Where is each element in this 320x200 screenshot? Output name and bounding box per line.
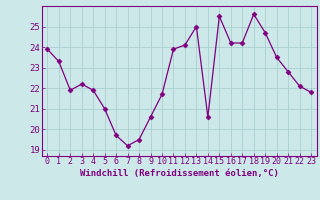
- X-axis label: Windchill (Refroidissement éolien,°C): Windchill (Refroidissement éolien,°C): [80, 169, 279, 178]
